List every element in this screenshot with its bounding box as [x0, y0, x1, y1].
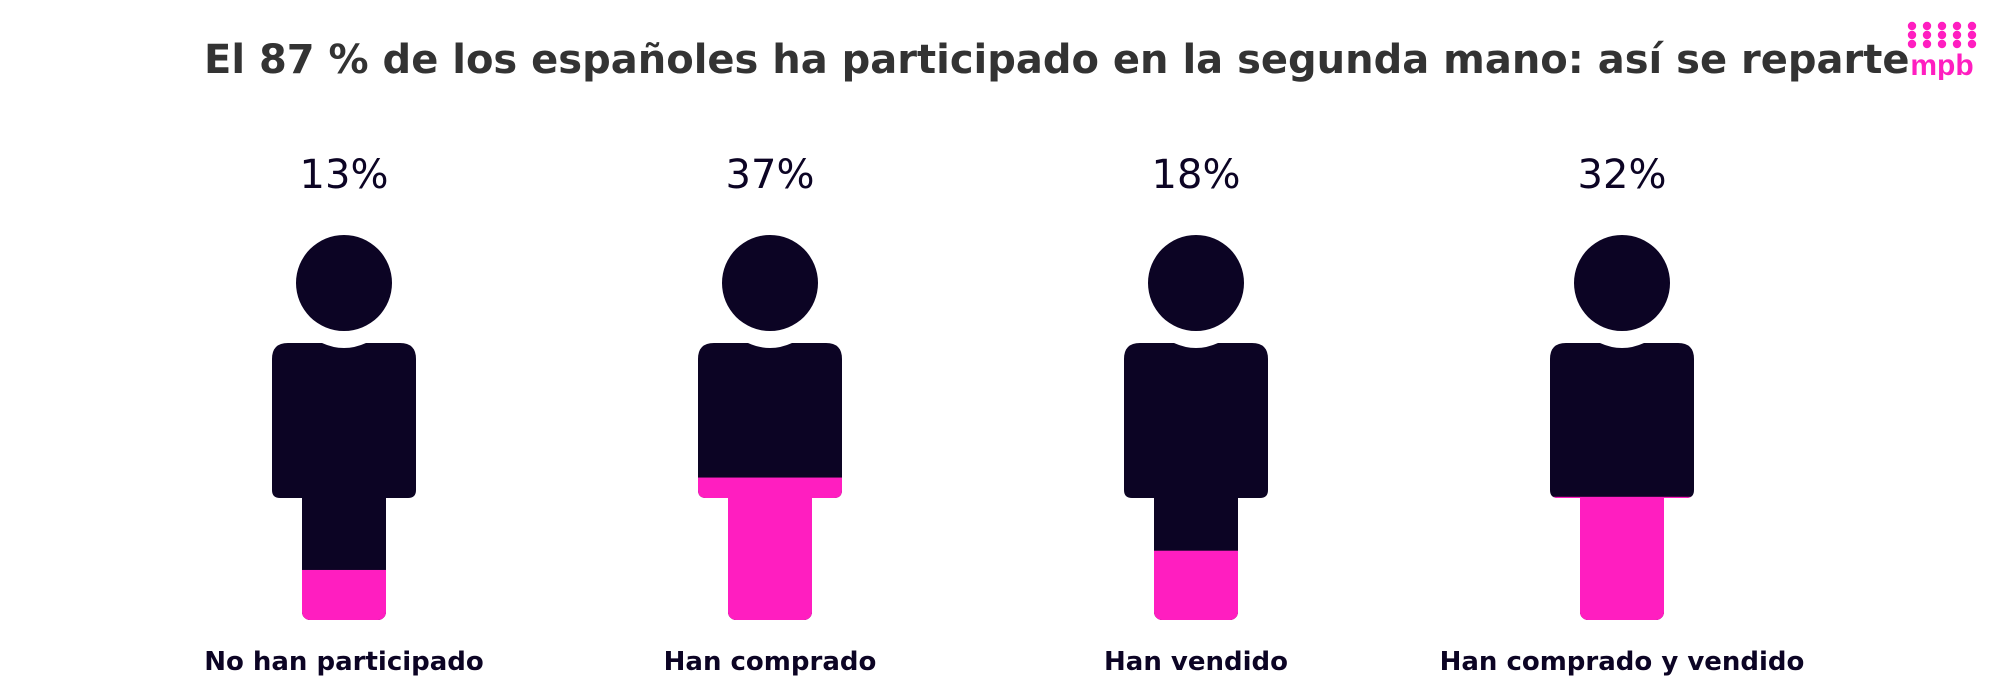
logo-dot	[1952, 39, 1962, 49]
logo-dot	[1967, 39, 1977, 49]
logo-dot	[1907, 39, 1917, 49]
logo-dot	[1922, 30, 1932, 40]
category-label: Han comprado	[664, 647, 877, 677]
figure-fill-level	[1550, 496, 1694, 620]
logo-dot	[1952, 30, 1962, 40]
percentage-label: 32%	[1578, 152, 1667, 198]
figure-silhouette	[272, 235, 416, 620]
logo-dot	[1952, 21, 1962, 31]
category-label: Han comprado y vendido	[1440, 647, 1805, 677]
logo-dot	[1937, 30, 1947, 40]
figure-fill-level	[272, 569, 416, 620]
logo-dot	[1922, 21, 1932, 31]
person-figure-1	[272, 235, 416, 620]
person-figure-4	[1550, 235, 1694, 620]
category-label: No han participado	[204, 647, 484, 677]
figure-fill-level	[1124, 550, 1268, 620]
logo-dot	[1937, 39, 1947, 49]
logo-dot	[1967, 30, 1977, 40]
logo-dot	[1937, 21, 1947, 31]
figure-fill-level	[698, 477, 842, 620]
person-figure-3	[1124, 235, 1268, 620]
category-label: Han vendido	[1104, 647, 1288, 677]
percentage-label: 18%	[1152, 152, 1241, 198]
percentage-label: 37%	[726, 152, 815, 198]
percentage-label: 13%	[300, 152, 389, 198]
logo-dot	[1967, 21, 1977, 31]
mpb-logo: mpb	[1907, 21, 1977, 80]
logo-dot	[1907, 30, 1917, 40]
logo-dot	[1922, 39, 1932, 49]
logo-dot	[1907, 21, 1917, 31]
logo-wordmark: mpb	[1910, 49, 1973, 80]
page-title: El 87 % de los españoles ha participado …	[204, 37, 1910, 83]
person-figure-2	[698, 235, 842, 620]
